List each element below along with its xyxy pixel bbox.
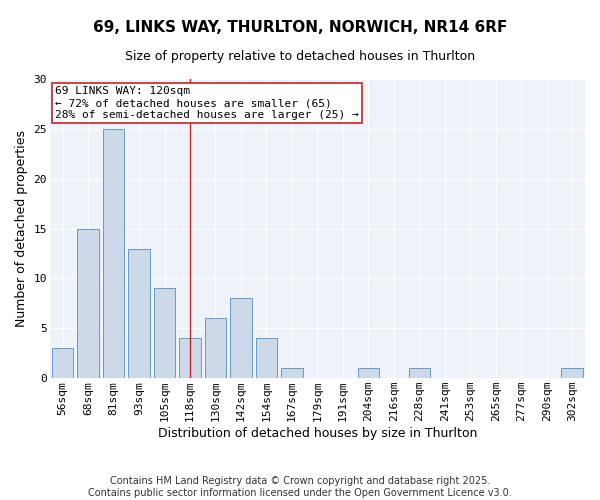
Bar [52, 348, 73, 378]
Bar [205, 318, 226, 378]
Bar [128, 248, 150, 378]
Text: Size of property relative to detached houses in Thurlton: Size of property relative to detached ho… [125, 50, 475, 63]
Bar [77, 228, 99, 378]
Bar [358, 368, 379, 378]
Y-axis label: Number of detached properties: Number of detached properties [15, 130, 28, 327]
Bar [409, 368, 430, 378]
Bar [179, 338, 201, 378]
Bar [562, 368, 583, 378]
Bar [154, 288, 175, 378]
Text: 69, LINKS WAY, THURLTON, NORWICH, NR14 6RF: 69, LINKS WAY, THURLTON, NORWICH, NR14 6… [93, 20, 507, 35]
Bar [230, 298, 252, 378]
Bar [281, 368, 303, 378]
Bar [103, 129, 124, 378]
Text: Contains HM Land Registry data © Crown copyright and database right 2025.
Contai: Contains HM Land Registry data © Crown c… [88, 476, 512, 498]
Text: 69 LINKS WAY: 120sqm
← 72% of detached houses are smaller (65)
28% of semi-detac: 69 LINKS WAY: 120sqm ← 72% of detached h… [55, 86, 359, 120]
X-axis label: Distribution of detached houses by size in Thurlton: Distribution of detached houses by size … [158, 427, 477, 440]
Bar [256, 338, 277, 378]
